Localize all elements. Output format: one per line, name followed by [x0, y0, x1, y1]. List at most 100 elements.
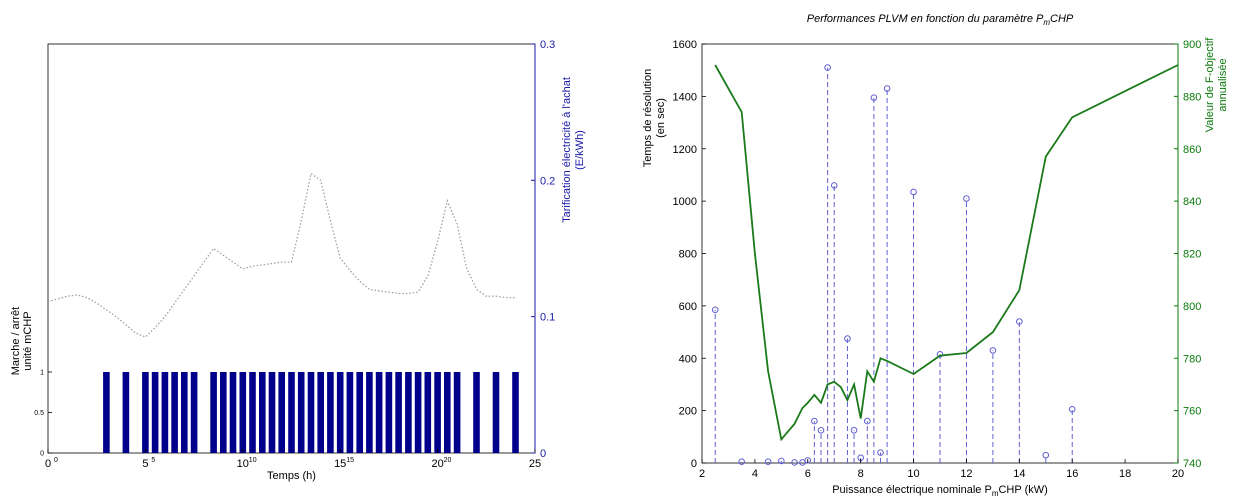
left-x-tick-label-small: 10 — [249, 457, 257, 464]
on-off-bar — [336, 372, 344, 453]
objective-y-tick-label: 840 — [1183, 196, 1201, 208]
resolution-time-marker — [877, 449, 884, 456]
right-x-tick-label: 8 — [858, 468, 864, 480]
on-off-bar — [229, 372, 237, 453]
on-off-bar — [414, 372, 422, 453]
price-y-axis-label: (E/kWh) — [574, 130, 586, 170]
left-x-tick-label-small: 0 — [54, 457, 58, 464]
resolution-time-marker — [936, 351, 944, 358]
lower-y-tick-label: 0.5 — [34, 410, 44, 417]
resolution-time-marker — [830, 182, 838, 189]
lower-y-tick-label: 1 — [40, 370, 44, 377]
right-chart-title-suffix: CHP — [1050, 13, 1074, 25]
resolution-time-marker — [863, 417, 871, 425]
left-x-tick-label: 0 — [45, 458, 51, 470]
on-off-bar — [278, 372, 285, 453]
time-y-tick-label: 1000 — [673, 196, 697, 208]
on-off-bar — [239, 372, 247, 453]
right-x-tick-label: 6 — [805, 468, 811, 480]
right-x-tick-label: 20 — [1172, 468, 1184, 480]
price-y-tick-label: 0.2 — [540, 175, 555, 187]
left-x-tick-label: 20 — [431, 458, 443, 470]
time-y-tick-label: 800 — [679, 249, 697, 261]
objective-y-tick-label: 780 — [1183, 353, 1201, 365]
right-x-axis-label-sub: m — [992, 489, 999, 498]
left-x-axis-label: Temps (h) — [267, 470, 316, 482]
right-x-tick-label: 18 — [1119, 468, 1131, 480]
resolution-time-marker — [711, 306, 719, 314]
right-chart-title-sub: m — [1043, 18, 1050, 27]
left-x-tick-label-small: 5 — [151, 457, 155, 464]
resolution-time-marker — [824, 64, 831, 71]
right-x-tick-label: 14 — [1013, 468, 1025, 480]
right-x-tick-label: 12 — [960, 468, 972, 480]
resolution-time-marker — [870, 94, 878, 101]
on-off-bar — [181, 372, 188, 453]
resolution-time-marker — [910, 188, 917, 196]
on-off-bar — [346, 372, 354, 453]
on-off-bar — [151, 372, 159, 453]
objective-y-tick-label: 820 — [1183, 249, 1201, 261]
on-off-bar — [288, 372, 295, 453]
price-series-line — [47, 172, 516, 338]
resolution-time-marker — [804, 457, 812, 464]
objective-y-axis-label: annualisée — [1217, 58, 1229, 111]
on-off-bar — [375, 372, 383, 453]
resolution-time-marker — [1068, 406, 1076, 413]
lower-y-tick-label: 0 — [40, 451, 44, 458]
price-y-tick-label: 0.1 — [540, 312, 555, 324]
on-off-bar — [492, 372, 500, 453]
on-off-bar — [356, 372, 363, 453]
on-off-bar — [210, 372, 217, 453]
time-y-tick-label: 200 — [679, 406, 697, 418]
resolution-time-marker — [764, 458, 772, 465]
on-off-bar — [512, 372, 519, 453]
on-off-bar — [103, 372, 110, 453]
on-off-bar — [405, 372, 412, 453]
price-y-tick-label: 0.3 — [540, 39, 555, 51]
time-y-tick-label: 1600 — [673, 39, 697, 51]
resolution-time-marker — [844, 335, 851, 342]
time-y-axis-label: Temps de résolution — [642, 69, 654, 167]
left-x-tick-label: 15 — [334, 458, 346, 470]
on-off-bar — [453, 372, 461, 453]
on-off-bar — [142, 372, 149, 453]
resolution-time-marker — [850, 426, 858, 434]
time-y-tick-label: 0 — [691, 458, 697, 470]
objective-value-line — [714, 64, 1179, 442]
on-off-bar — [190, 372, 198, 453]
right-chart-title-main: Performances PLVM en fonction du paramèt… — [807, 13, 1044, 25]
right-chart: 2 4 6 8 10 12 14 16 18 20020040060080010001200140… — [642, 13, 1229, 498]
objective-y-tick-label: 880 — [1183, 91, 1201, 103]
left-x-tick-label: 10 — [237, 458, 249, 470]
objective-y-tick-label: 760 — [1183, 406, 1201, 418]
resolution-time-marker — [778, 457, 785, 465]
right-x-tick-label: 10 — [907, 468, 919, 480]
left-x-tick-label-small: 20 — [444, 457, 452, 464]
right-x-axis-label-main: Puissance électrique nominale P — [832, 484, 992, 496]
resolution-time-marker — [1042, 451, 1050, 459]
objective-y-tick-label: 740 — [1183, 458, 1201, 470]
on-off-bar — [297, 372, 305, 453]
on-off-bar — [259, 372, 266, 453]
resolution-time-marker — [817, 426, 825, 434]
on-off-bar — [171, 372, 178, 453]
resolution-time-marker — [1016, 318, 1023, 325]
right-x-tick-label: 2 — [699, 468, 705, 480]
resolution-time-marker — [883, 85, 891, 92]
objective-y-tick-label: 800 — [1183, 301, 1201, 313]
on-off-bar — [424, 372, 432, 453]
resolution-time-marker — [989, 347, 997, 354]
on-off-bar — [220, 372, 227, 453]
on-off-bar — [327, 372, 334, 453]
left-x-tick-label: 5 — [142, 458, 148, 470]
time-y-tick-label: 1200 — [673, 144, 697, 156]
on-off-y-axis-label: unité mCHP — [22, 311, 34, 370]
on-off-y-axis-label: Marche / arrêt — [10, 307, 22, 375]
on-off-bar — [249, 372, 256, 453]
on-off-bar — [444, 372, 451, 453]
time-y-tick-label: 600 — [679, 301, 697, 313]
resolution-time-marker — [963, 195, 970, 202]
